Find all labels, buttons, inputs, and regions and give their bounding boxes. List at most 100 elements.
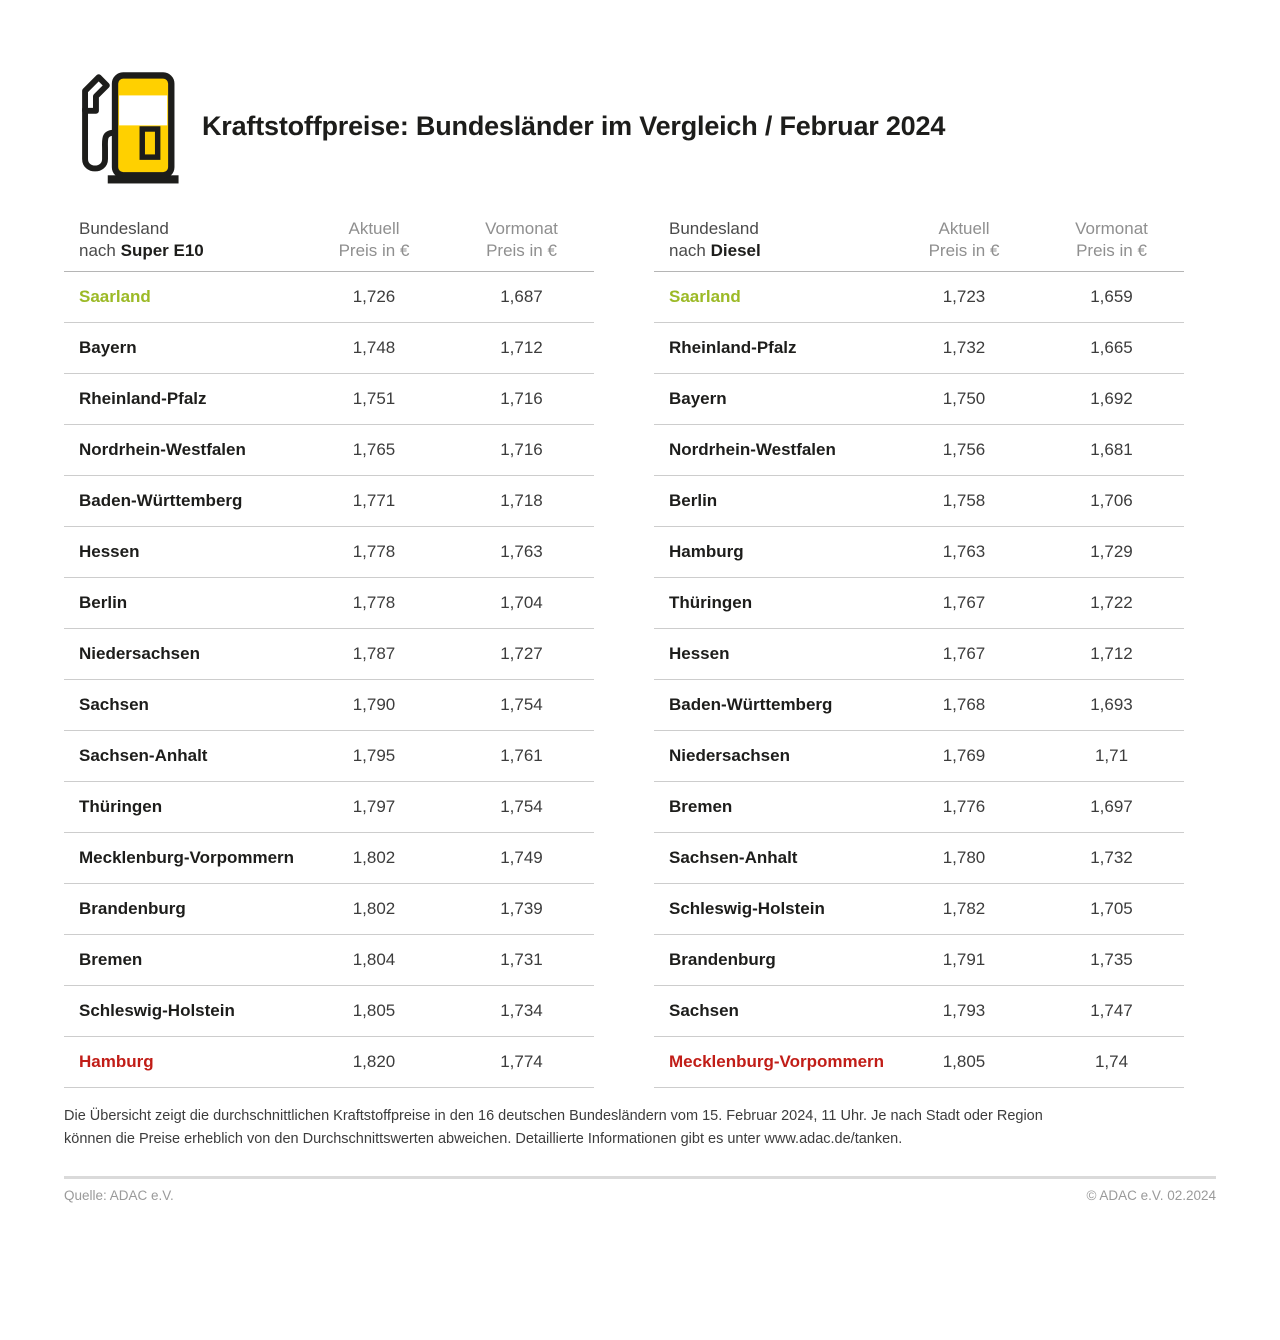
column-header-bundesland: Bundesland nach Diesel: [654, 218, 889, 262]
infographic-page: { "header": { "title": "Kraftstoffpreise…: [0, 68, 1280, 1340]
state-name: Sachsen-Anhalt: [79, 746, 208, 765]
table-row: Bremen 1,776 1,697: [654, 782, 1184, 833]
state-name: Thüringen: [669, 593, 753, 612]
table-row: Baden-Württemberg 1,771 1,718: [64, 476, 594, 527]
nach-label: nach: [669, 241, 706, 260]
table-row: Nordrhein-Westfalen 1,765 1,716: [64, 425, 594, 476]
price-aktuell: 1,726: [352, 287, 396, 306]
price-vormonat: 1,712: [1090, 644, 1133, 663]
pump-hose: [82, 106, 118, 172]
price-aktuell: 1,765: [352, 440, 396, 459]
state-name: Niedersachsen: [669, 746, 790, 765]
price-aktuell: 1,776: [942, 797, 986, 816]
price-vormonat: 1,774: [500, 1052, 543, 1071]
table-row: Saarland 1,726 1,687: [64, 272, 594, 323]
price-vormonat: 1,74: [1094, 1052, 1129, 1071]
price-aktuell: 1,780: [942, 848, 986, 867]
price-vormonat: 1,722: [1090, 593, 1133, 612]
state-name: Baden-Württemberg: [79, 491, 243, 510]
price-vormonat: 1,735: [1090, 950, 1133, 969]
footer: Quelle: ADAC e.V. © ADAC e.V. 02.2024: [64, 1188, 1216, 1203]
state-name: Rheinland-Pfalz: [79, 389, 207, 408]
state-name: Berlin: [79, 593, 128, 612]
page-title: Kraftstoffpreise: Bundesländer im Vergle…: [202, 110, 946, 141]
price-vormonat: 1,718: [500, 491, 543, 510]
aktuell-label: Aktuell: [348, 219, 400, 238]
column-header-aktuell: Aktuell Preis in €: [299, 218, 449, 262]
state-name: Brandenburg: [79, 899, 186, 918]
column-header-aktuell: Aktuell Preis in €: [889, 218, 1039, 262]
price-aktuell: 1,790: [352, 695, 396, 714]
table-row: Sachsen 1,793 1,747: [654, 986, 1184, 1037]
table-row: Hamburg 1,820 1,774: [64, 1037, 594, 1088]
price-aktuell: 1,805: [352, 1001, 396, 1020]
price-aktuell: 1,756: [942, 440, 986, 459]
table-row: Sachsen-Anhalt 1,795 1,761: [64, 731, 594, 782]
price-vormonat: 1,747: [1090, 1001, 1133, 1020]
table-row: Nordrhein-Westfalen 1,756 1,681: [654, 425, 1184, 476]
table-row: Niedersachsen 1,769 1,71: [654, 731, 1184, 782]
table-row: Schleswig-Holstein 1,782 1,705: [654, 884, 1184, 935]
state-name: Hamburg: [669, 542, 744, 561]
price-unit-label: Preis in €: [338, 241, 410, 260]
price-vormonat: 1,727: [500, 644, 543, 663]
table-row: Berlin 1,778 1,704: [64, 578, 594, 629]
price-vormonat: 1,731: [500, 950, 543, 969]
fuel-label-line: nach Diesel: [669, 240, 889, 262]
price-aktuell: 1,751: [352, 389, 396, 408]
price-vormonat: 1,734: [500, 1001, 543, 1020]
table-header: Bundesland nach Super E10 Aktuell Preis …: [64, 218, 594, 272]
state-name: Rheinland-Pfalz: [669, 338, 797, 357]
table-row: Brandenburg 1,802 1,739: [64, 884, 594, 935]
table-row: Hessen 1,767 1,712: [654, 629, 1184, 680]
price-aktuell: 1,767: [942, 593, 986, 612]
state-name: Bremen: [669, 797, 733, 816]
state-name: Thüringen: [79, 797, 163, 816]
price-aktuell: 1,767: [942, 644, 986, 663]
price-vormonat: 1,763: [500, 542, 543, 561]
column-header-vormonat: Vormonat Preis in €: [1039, 218, 1184, 262]
fuel-label-line: nach Super E10: [79, 240, 299, 262]
table-row: Baden-Württemberg 1,768 1,693: [654, 680, 1184, 731]
table-header: Bundesland nach Diesel Aktuell Preis in …: [654, 218, 1184, 272]
state-name: Brandenburg: [669, 950, 776, 969]
price-vormonat: 1,692: [1090, 389, 1133, 408]
table-row: Saarland 1,723 1,659: [654, 272, 1184, 323]
pump-nozzle: [82, 74, 110, 114]
table-row: Rheinland-Pfalz 1,732 1,665: [654, 323, 1184, 374]
table-body: Saarland 1,723 1,659 Rheinland-Pfalz 1,732 1,…: [654, 272, 1184, 1088]
price-aktuell: 1,782: [942, 899, 986, 918]
price-vormonat: 1,754: [500, 695, 543, 714]
fuel-table-super-e10: Bundesland nach Super E10 Aktuell Preis …: [64, 218, 594, 1088]
price-unit-label: Preis in €: [928, 241, 1000, 260]
price-aktuell: 1,758: [942, 491, 986, 510]
price-vormonat: 1,754: [500, 797, 543, 816]
price-vormonat: 1,665: [1090, 338, 1133, 357]
state-name: Nordrhein-Westfalen: [669, 440, 836, 459]
price-aktuell: 1,778: [352, 542, 396, 561]
price-vormonat: 1,693: [1090, 695, 1133, 714]
table-body: Saarland 1,726 1,687 Bayern 1,748 1,712 Rheinl…: [64, 272, 594, 1088]
table-row: Mecklenburg-Vorpommern 1,802 1,749: [64, 833, 594, 884]
aktuell-label: Aktuell: [938, 219, 990, 238]
price-vormonat: 1,705: [1090, 899, 1133, 918]
price-vormonat: 1,704: [500, 593, 543, 612]
table-row: Brandenburg 1,791 1,735: [654, 935, 1184, 986]
pump-base: [107, 175, 179, 184]
state-name: Bayern: [669, 389, 727, 408]
table-row: Sachsen 1,790 1,754: [64, 680, 594, 731]
column-header-vormonat: Vormonat Preis in €: [449, 218, 594, 262]
table-row: Hamburg 1,763 1,729: [654, 527, 1184, 578]
table-row: Bremen 1,804 1,731: [64, 935, 594, 986]
state-name: Bayern: [79, 338, 137, 357]
price-aktuell: 1,797: [352, 797, 396, 816]
nach-label: nach: [79, 241, 116, 260]
table-row: Mecklenburg-Vorpommern 1,805 1,74: [654, 1037, 1184, 1088]
fuel-pump-icon: [82, 72, 179, 184]
price-aktuell: 1,805: [942, 1052, 986, 1071]
price-vormonat: 1,716: [500, 440, 543, 459]
state-name: Mecklenburg-Vorpommern: [79, 848, 295, 867]
price-unit-label: Preis in €: [486, 241, 557, 260]
state-name: Bremen: [79, 950, 143, 969]
state-name: Sachsen-Anhalt: [669, 848, 798, 867]
